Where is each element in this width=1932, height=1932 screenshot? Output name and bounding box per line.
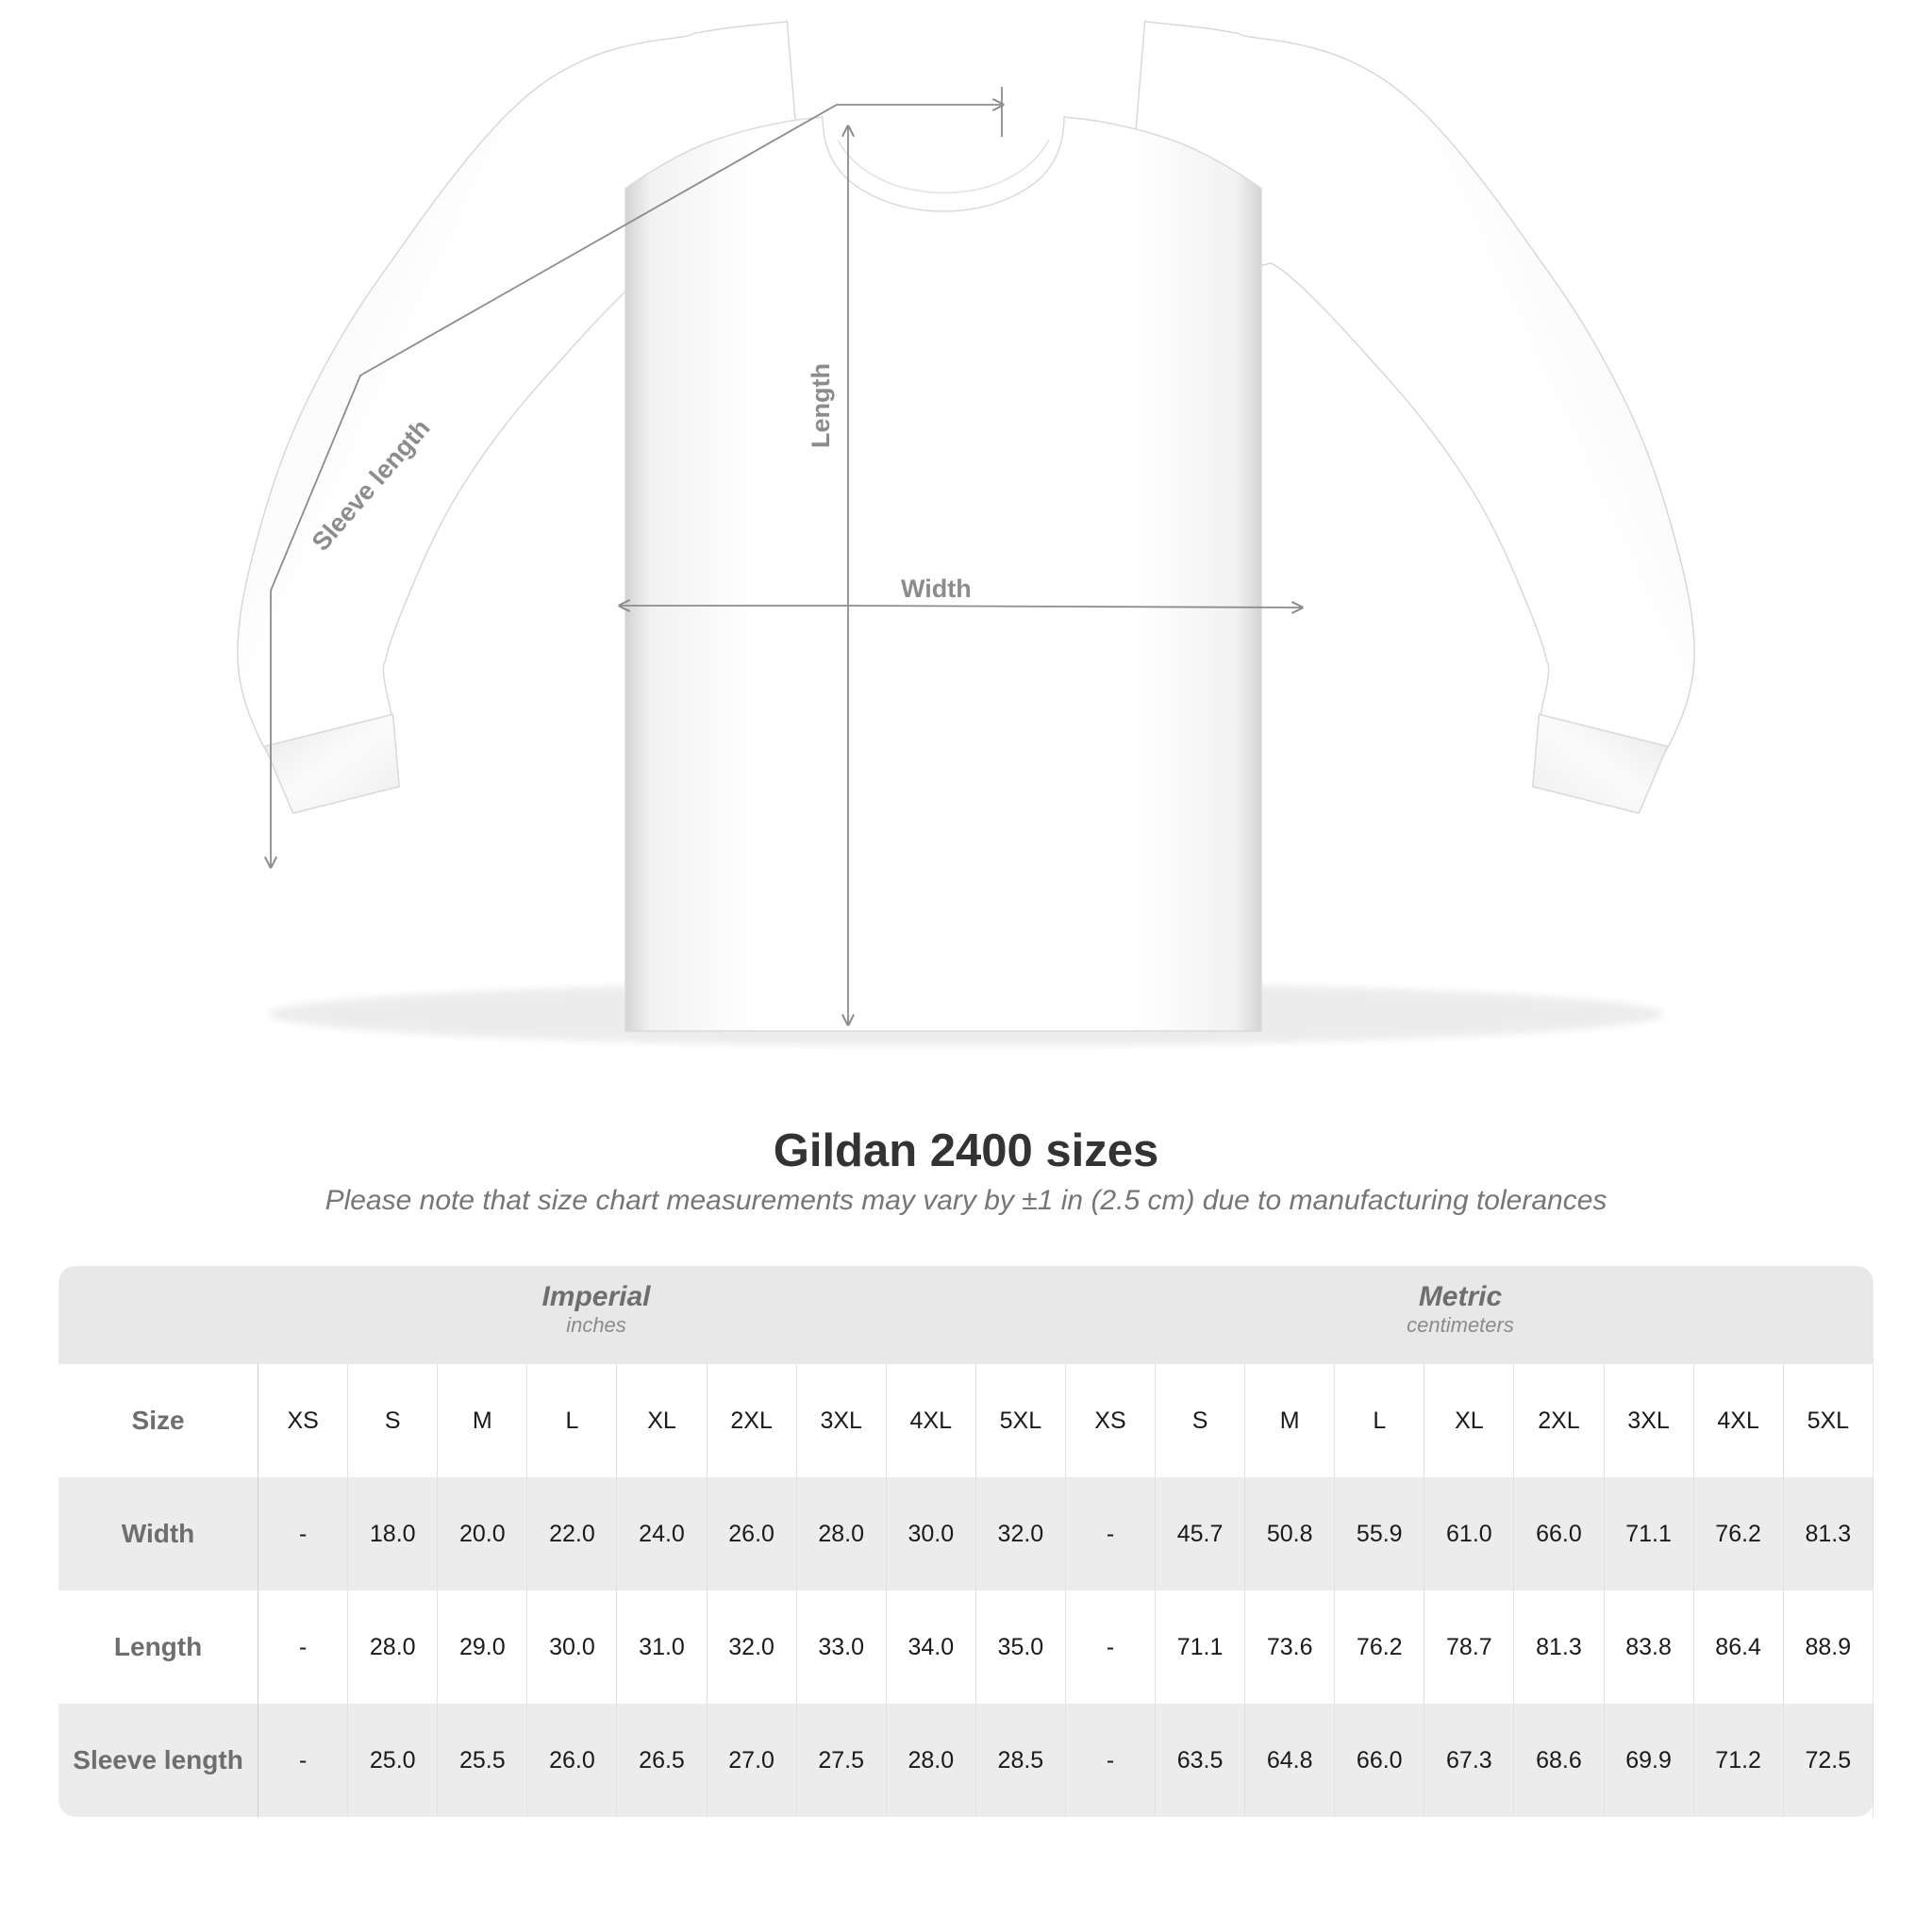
svg-text:Width: Width [901, 575, 972, 603]
svg-text:Length: Length [807, 363, 835, 448]
